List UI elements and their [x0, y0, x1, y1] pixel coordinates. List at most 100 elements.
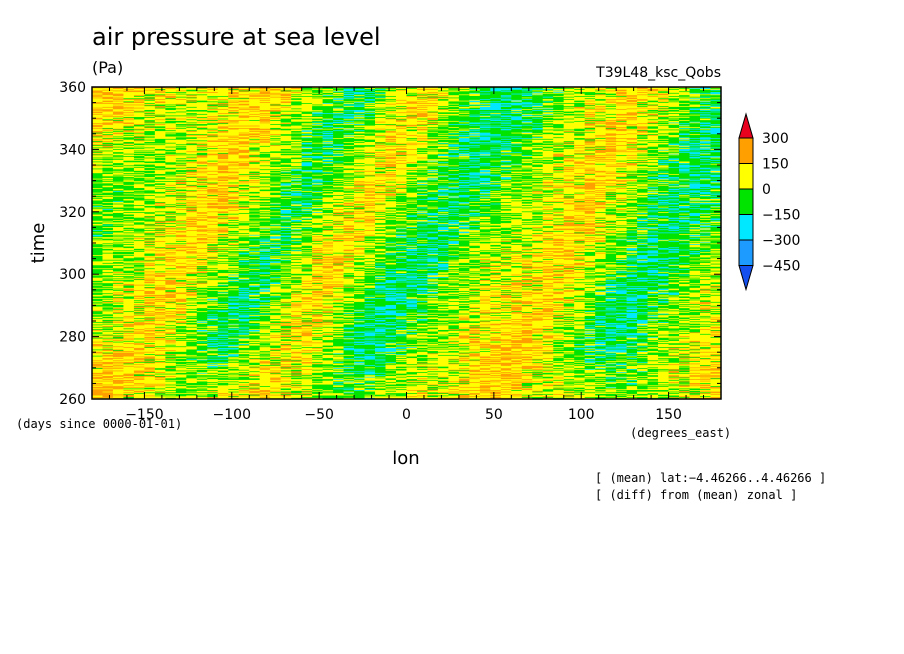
field-cell — [637, 335, 659, 337]
field-cell — [689, 376, 721, 378]
field-cell — [668, 349, 680, 352]
field-cell — [469, 359, 480, 361]
field-cell — [542, 287, 564, 289]
field-cell — [668, 395, 680, 398]
field-cell — [437, 376, 449, 378]
field-cell — [427, 301, 459, 303]
field-cell — [448, 326, 459, 328]
field-cell — [207, 384, 218, 386]
field-cell — [584, 306, 606, 308]
field-cell — [710, 315, 721, 317]
field-cell — [647, 345, 659, 348]
field-cell — [416, 317, 459, 320]
field-cell — [616, 381, 627, 383]
field-cell — [312, 385, 334, 387]
field-cell — [238, 331, 250, 333]
field-cell — [637, 302, 669, 304]
field-cell — [154, 317, 166, 319]
field-cell — [259, 335, 271, 337]
field-cell — [385, 343, 397, 345]
field-cell — [479, 392, 491, 394]
field-cell — [532, 390, 543, 392]
field-cell — [312, 380, 323, 382]
field-cell — [448, 300, 480, 302]
field-cell — [364, 388, 397, 390]
field-cell — [710, 291, 721, 293]
field-cell — [280, 378, 313, 380]
field-cell — [154, 349, 176, 352]
field-cell — [133, 309, 145, 311]
field-cell — [458, 360, 480, 362]
field-cell — [437, 288, 459, 290]
field-cell — [396, 376, 407, 378]
field-cell — [469, 311, 501, 313]
field-cell — [668, 381, 680, 384]
field-cell — [521, 299, 564, 302]
field-cell — [658, 293, 669, 295]
field-cell — [658, 375, 669, 377]
field-cell — [92, 394, 113, 396]
field-cell — [479, 363, 522, 365]
field-cell — [500, 375, 522, 377]
field-cell — [637, 312, 659, 314]
field-cell — [668, 363, 690, 366]
field-cell — [196, 324, 218, 326]
field-cell — [291, 382, 302, 384]
field-cell — [270, 350, 323, 352]
field-cell — [343, 351, 386, 353]
field-cell — [133, 378, 145, 380]
field-cell — [364, 325, 397, 327]
field-cell — [595, 301, 617, 303]
field-cell — [238, 319, 250, 321]
field-cell — [207, 370, 218, 372]
field-cell — [605, 292, 617, 295]
field-cell — [521, 319, 543, 321]
field-cell — [700, 356, 721, 359]
field-cell — [175, 321, 187, 323]
field-cell — [553, 365, 564, 367]
field-cell — [532, 356, 554, 358]
field-cell — [647, 381, 669, 384]
field-cell — [689, 352, 701, 354]
field-cell — [333, 367, 355, 369]
field-cell — [385, 311, 397, 313]
field-cell — [385, 377, 428, 379]
field-cell — [133, 370, 155, 373]
field-cell — [679, 370, 690, 373]
field-cell — [448, 319, 459, 321]
field-cell — [312, 329, 323, 331]
field-cell — [322, 342, 334, 344]
field-cell — [563, 301, 575, 303]
field-cell — [647, 367, 680, 369]
field-cell — [511, 296, 522, 298]
field-cell — [553, 285, 617, 288]
field-cell — [584, 318, 596, 320]
field-cell — [175, 365, 187, 367]
field-cell — [458, 331, 470, 333]
field-cell — [396, 302, 417, 304]
field-cell — [469, 345, 480, 348]
field-cell — [165, 337, 176, 339]
field-cell — [249, 389, 260, 391]
field-cell — [270, 343, 281, 345]
field-cell — [343, 391, 355, 394]
field-cell — [123, 360, 145, 362]
field-cell — [396, 338, 407, 340]
field-cell — [626, 334, 648, 336]
field-cell — [112, 390, 134, 392]
field-cell — [532, 374, 543, 376]
field-cell — [92, 345, 103, 347]
field-cell — [364, 396, 459, 398]
field-cell — [437, 317, 459, 319]
field-cell — [112, 293, 124, 295]
field-cell — [584, 381, 648, 384]
field-cell — [406, 356, 428, 358]
field-cell — [626, 345, 638, 347]
field-cell — [658, 321, 669, 323]
field-cell — [500, 348, 512, 350]
field-cell — [647, 332, 659, 334]
field-cell — [479, 346, 543, 348]
field-cell — [228, 368, 239, 370]
field-cell — [616, 338, 648, 341]
field-cell — [700, 358, 721, 360]
